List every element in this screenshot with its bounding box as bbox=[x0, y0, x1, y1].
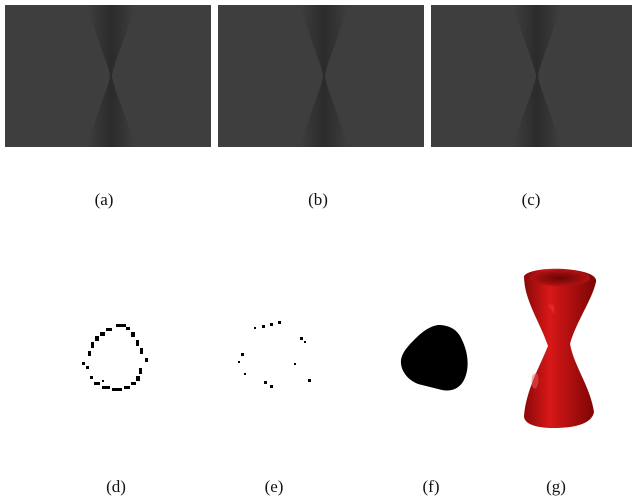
caption-f: (f) bbox=[422, 477, 440, 496]
caption-d: (d) bbox=[106, 477, 126, 496]
image-panel-b bbox=[218, 5, 424, 147]
caption-a: (a) bbox=[94, 190, 114, 209]
caption-g: (g) bbox=[546, 477, 566, 496]
caption-b: (b) bbox=[308, 190, 328, 209]
filled-region-f bbox=[398, 322, 478, 394]
image-panel-a bbox=[5, 5, 211, 147]
sparse-points-e bbox=[232, 315, 322, 395]
image-panel-c bbox=[431, 5, 632, 147]
caption-e: (e) bbox=[264, 477, 284, 496]
caption-c: (c) bbox=[521, 190, 541, 209]
contour-ring-d bbox=[78, 318, 158, 396]
red-hourglass-surface-g bbox=[518, 266, 600, 432]
